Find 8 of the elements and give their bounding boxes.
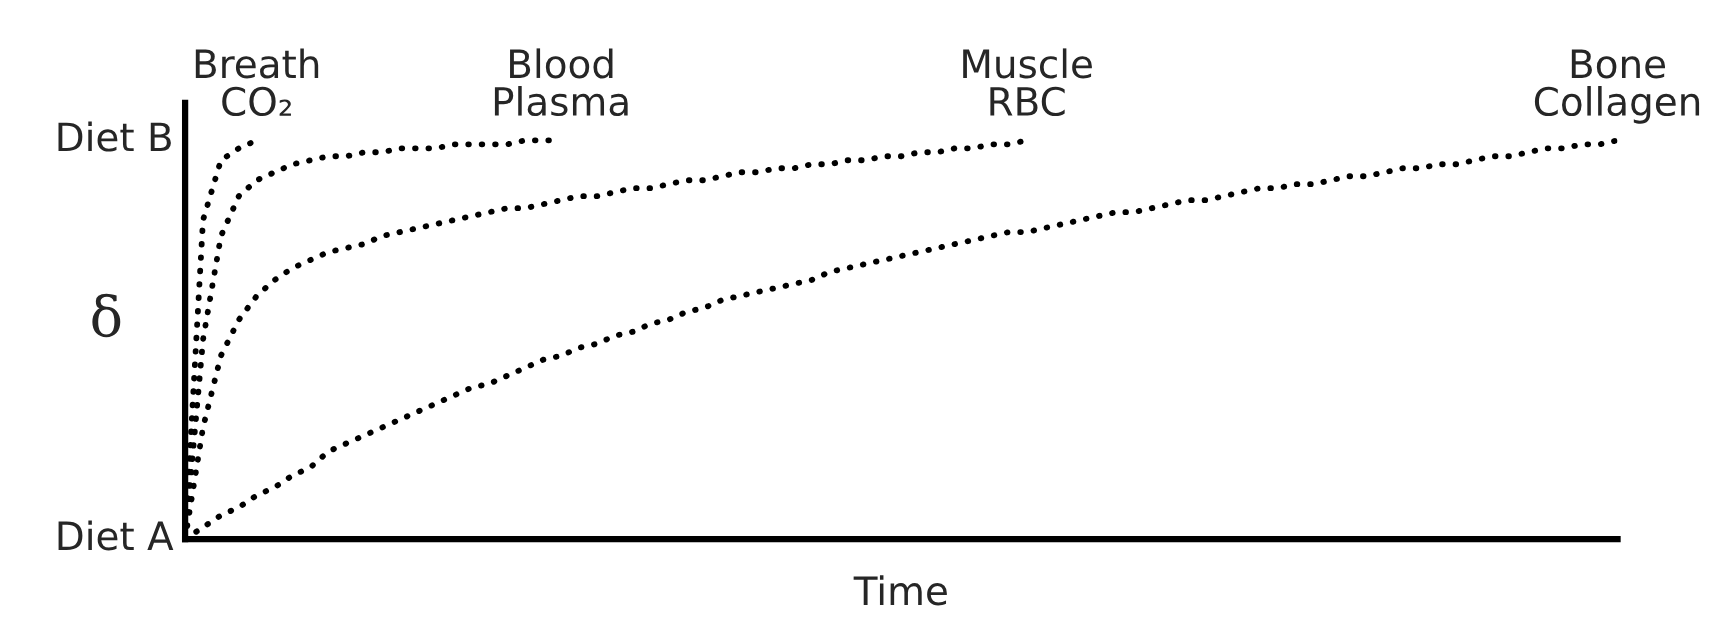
y-axis-title: δ (92, 293, 121, 338)
series-label: Breath CO₂ (195, 48, 319, 117)
text: Diet B (58, 121, 171, 152)
x-axis-title: Time (853, 575, 947, 606)
series-label: Muscle RBC (963, 48, 1092, 117)
series-label: Bone Collagen (1534, 49, 1700, 124)
text: Diet A (58, 520, 174, 551)
series-label: Blood Plasma (494, 48, 628, 117)
